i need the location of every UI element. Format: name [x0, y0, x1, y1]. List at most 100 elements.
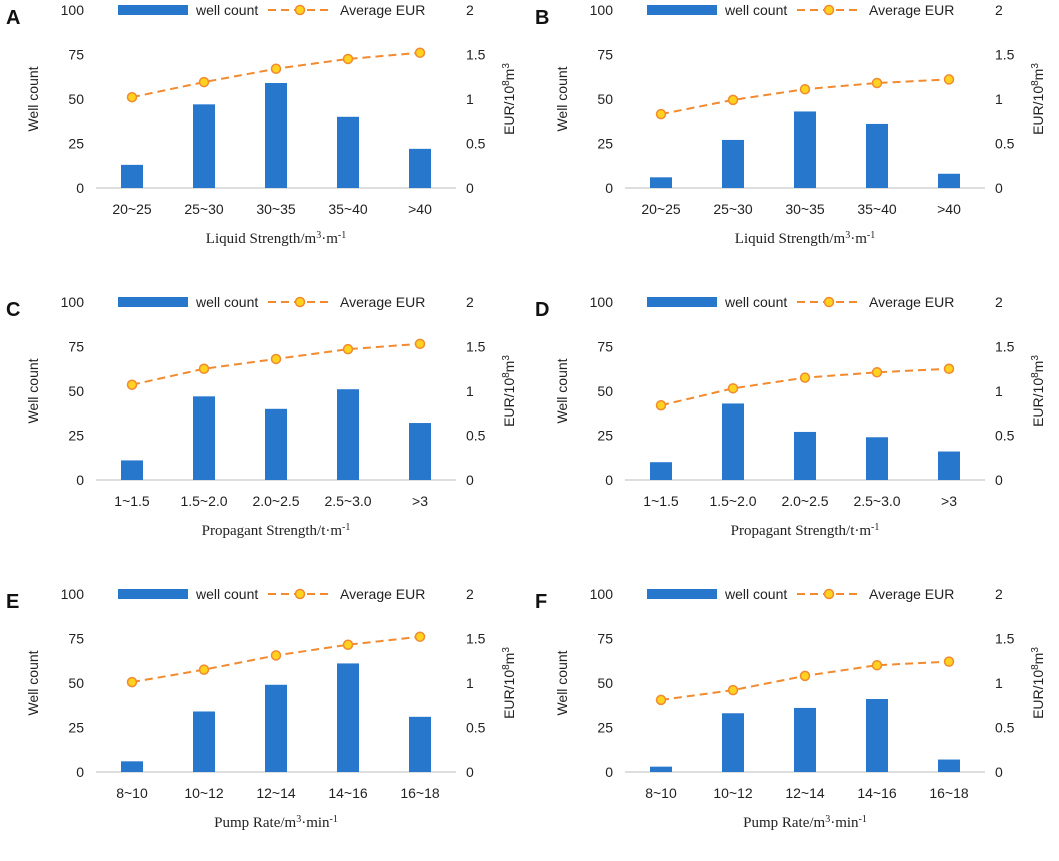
left-tick-label: 50: [68, 383, 84, 399]
right-tick-label: 0: [995, 764, 1003, 780]
left-tick-label: 50: [597, 91, 613, 107]
x-tick-label: 14~16: [328, 785, 368, 801]
legend-bar-swatch: [647, 5, 717, 15]
chart-svg-d: D 0 25 50 75 100 0 0.5 1 1.5 2 1~1.5 1.5~2.0 2.0~2.5 2…: [535, 294, 1046, 540]
chart-panel-a: A 0 25 50 75 100 0 0.5 1 1.5 2 20~25 25~30 30~35 35~40…: [0, 0, 529, 277]
right-tick-label: 1.5: [995, 339, 1015, 355]
chart-panel-b: B 0 25 50 75 100 0 0.5 1 1.5 2 20~25 25~30 30~35 35~40…: [529, 0, 1058, 277]
x-tick-label: 30~35: [785, 201, 825, 217]
bar-12~14: [794, 707, 816, 772]
legend-line-label: Average EUR: [869, 586, 954, 602]
legend-bar-label: well count: [195, 586, 258, 602]
x-axis-label: Liquid Strength/m3·m-1: [735, 230, 875, 248]
right-tick-label: 0: [466, 180, 474, 196]
left-tick-label: 25: [68, 720, 84, 736]
x-tick-label: 20~25: [641, 201, 681, 217]
eur-point-1~1.5: [655, 399, 667, 411]
bar-16~18: [409, 716, 431, 772]
eur-point-12~14: [799, 670, 811, 682]
eur-point-10~12: [198, 664, 210, 675]
legend-marker: [294, 4, 306, 16]
legend-marker: [823, 588, 835, 600]
left-tick-label: 100: [590, 586, 614, 602]
eur-point->3: [943, 363, 955, 374]
bar-10~12: [193, 711, 215, 772]
left-axis-label: Well count: [554, 66, 570, 131]
right-tick-label: 0.5: [995, 428, 1015, 444]
bar-8~10: [121, 761, 143, 772]
chart-svg-a: A 0 25 50 75 100 0 0.5 1 1.5 2 20~25 25~30 30~35 35~40…: [6, 2, 518, 247]
bar-1~1.5: [650, 462, 672, 480]
right-tick-label: 0: [466, 472, 474, 488]
left-tick-label: 0: [76, 180, 84, 196]
right-tick-label: 1.5: [466, 631, 486, 647]
left-axis-label: Well count: [25, 650, 41, 715]
eur-point-1.5~2.0: [198, 363, 210, 374]
x-axis-label: Propagant Strength/t·m-1: [202, 522, 351, 540]
left-tick-label: 50: [597, 675, 613, 691]
eur-point-20~25: [655, 108, 667, 120]
eur-point-1.5~2.0: [727, 383, 739, 394]
right-tick-label: 2: [995, 586, 1003, 602]
panel-label: D: [535, 299, 549, 321]
bar-20~25: [121, 164, 143, 188]
bar->3: [938, 451, 960, 480]
x-tick-label: 8~10: [645, 785, 677, 801]
left-axis-label: Well count: [25, 66, 41, 131]
eur-point->40: [943, 74, 955, 85]
legend-bar-swatch: [118, 5, 188, 15]
right-tick-label: 2: [995, 294, 1003, 310]
right-tick-label: 1.5: [466, 47, 486, 63]
x-tick-label: 14~16: [857, 785, 897, 801]
panel-label: F: [535, 591, 547, 613]
right-tick-label: 1: [995, 91, 1003, 107]
bar-25~30: [722, 139, 744, 188]
left-tick-label: 100: [61, 2, 85, 18]
bar-35~40: [866, 123, 888, 188]
eur-point-2.0~2.5: [799, 372, 811, 383]
eur-point-30~35: [270, 63, 282, 74]
left-tick-label: 100: [590, 2, 614, 18]
legend-bar-label: well count: [724, 586, 787, 602]
legend-line-label: Average EUR: [869, 294, 954, 310]
bar-2.0~2.5: [794, 431, 816, 480]
chart-svg-c: C 0 25 50 75 100 0 0.5 1 1.5 2 1~1.5 1.5~2.0 2.0~2.5 2…: [6, 294, 517, 540]
figure: A 0 25 50 75 100 0 0.5 1 1.5 2 20~25 25~30 30~35 35~40…: [0, 0, 1058, 832]
left-tick-label: 75: [597, 631, 613, 647]
panel-label: A: [6, 7, 20, 29]
right-tick-label: 2: [466, 294, 474, 310]
bar-2.5~3.0: [866, 437, 888, 480]
left-tick-label: 50: [68, 91, 84, 107]
left-tick-label: 25: [597, 428, 613, 444]
left-tick-label: 0: [605, 180, 613, 196]
right-tick-label: 1.5: [995, 47, 1015, 63]
x-tick-label: 20~25: [112, 201, 152, 217]
bar-8~10: [650, 766, 672, 772]
legend-marker: [823, 296, 835, 308]
x-axis-label: Pump Rate/m3·min-1: [214, 814, 338, 832]
bar-14~16: [337, 663, 359, 772]
right-tick-label: 1: [995, 675, 1003, 691]
eur-point-8~10: [126, 676, 138, 688]
eur-point-25~30: [727, 94, 739, 106]
left-tick-label: 100: [61, 586, 85, 602]
x-axis-label: Propagant Strength/t·m-1: [731, 522, 880, 540]
left-axis-label: Well count: [554, 358, 570, 423]
x-tick-label: >40: [937, 201, 961, 217]
bar->3: [409, 423, 431, 480]
right-tick-label: 0: [995, 472, 1003, 488]
right-axis-label: EUR/108m3: [501, 63, 518, 135]
left-tick-label: 25: [597, 720, 613, 736]
legend-bar-label: well count: [724, 294, 787, 310]
legend-bar-label: well count: [195, 294, 258, 310]
eur-point-1~1.5: [126, 379, 138, 391]
eur-point-10~12: [727, 684, 739, 696]
x-tick-label: 16~18: [929, 785, 969, 801]
x-tick-label: 25~30: [184, 201, 224, 217]
right-tick-label: 1: [466, 675, 474, 691]
chart-panel-c: C 0 25 50 75 100 0 0.5 1 1.5 2 1~1.5 1.5~2.0 2.0~2.5 2…: [0, 292, 529, 569]
left-tick-label: 25: [68, 428, 84, 444]
x-axis-label: Pump Rate/m3·min-1: [743, 814, 867, 832]
panel-label: E: [6, 591, 19, 613]
bar-14~16: [866, 699, 888, 772]
